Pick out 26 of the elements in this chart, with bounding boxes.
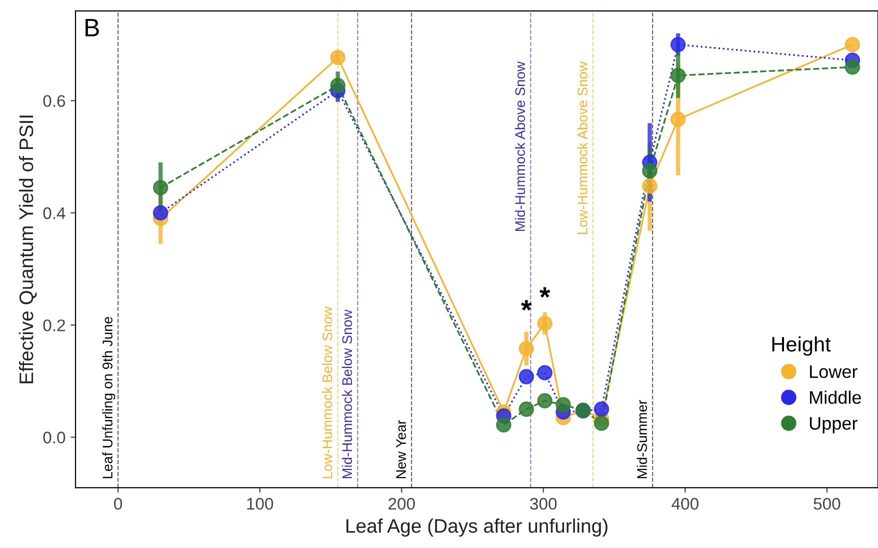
annotation: B <box>86 19 99 36</box>
legend-label: Upper <box>810 417 858 434</box>
y-tick-label: 0.6 <box>43 95 66 107</box>
ref-line-label: Mid-Summer <box>636 400 647 478</box>
ref-line-label: Leaf Unfurling on 9th June <box>102 317 116 478</box>
x-tick-label: 200 <box>388 498 415 510</box>
x-tick-label: 0 <box>114 498 122 510</box>
legend-label: Lower <box>810 365 858 378</box>
x-tick-label: 500 <box>814 498 840 510</box>
ref-line-label: Low-Hummock Above Snow <box>577 61 588 234</box>
annotation: * <box>539 287 550 298</box>
ref-line-label: New Year <box>396 420 406 478</box>
y-tick-label: 0.2 <box>43 319 65 332</box>
ref-line-label: Mid-Hummock Below Snow <box>342 309 352 478</box>
legend-title: Height <box>772 336 831 356</box>
legend-label: Middle <box>810 390 861 404</box>
y-tick-label: 0.4 <box>43 207 66 220</box>
x-tick-label: 300 <box>530 498 557 510</box>
ref-line-label: Mid-Hummock Above Snow <box>514 61 526 231</box>
x-tick-label: 400 <box>672 498 698 510</box>
x-axis-title: Leaf Age (Days after unfurling) <box>346 518 608 537</box>
y-axis-title: Effective Quantum Yield of PSII <box>18 116 37 384</box>
annotation: * <box>521 300 532 311</box>
ref-line-label: Low-Hummock Below Snow <box>322 306 332 478</box>
x-tick-label: 100 <box>247 498 274 510</box>
y-tick-label: 0.0 <box>43 432 66 444</box>
